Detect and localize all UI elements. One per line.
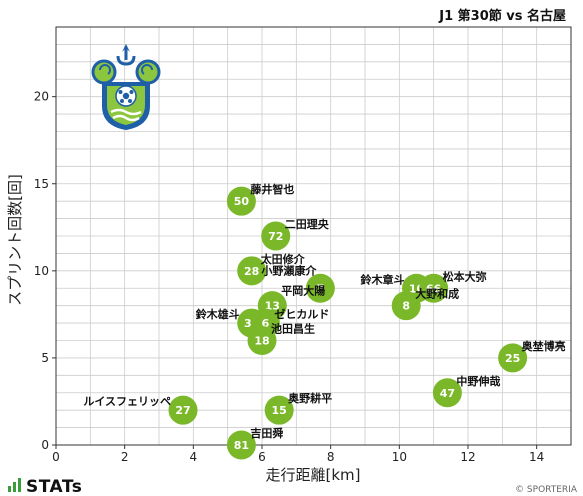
x-tick-label: 10 bbox=[392, 450, 407, 464]
stats-logo-bar-3 bbox=[18, 478, 21, 492]
data-point-player-name: 奥野耕平 bbox=[287, 391, 332, 405]
match-title: J1 第30節 vs 名古屋 bbox=[438, 8, 566, 24]
data-point-number: 81 bbox=[234, 439, 249, 452]
x-tick-label: 8 bbox=[327, 450, 335, 464]
data-point-player-name: ルイスフェリッペ bbox=[83, 395, 171, 408]
x-tick-label: 6 bbox=[258, 450, 266, 464]
grid bbox=[56, 27, 571, 445]
stats-logo-text: STATs bbox=[26, 477, 82, 496]
y-tick-label: 20 bbox=[34, 90, 49, 104]
data-point-player-name: 奥埜博亮 bbox=[521, 339, 566, 353]
y-axis-label: スプリント回数[回] bbox=[6, 174, 24, 306]
data-point-player-name: 小野瀬康介 bbox=[260, 263, 317, 277]
x-tick-label: 2 bbox=[121, 450, 129, 464]
data-point-player-name: ゼヒカルド bbox=[274, 307, 329, 321]
data-point-player-name: 太田修介 bbox=[260, 252, 306, 266]
stats-logo-bar-1 bbox=[8, 486, 11, 492]
data-point-marker bbox=[419, 273, 449, 303]
data-point-player-name: 池田昌生 bbox=[271, 322, 315, 336]
y-tick-label: 5 bbox=[41, 351, 49, 365]
team-crest-logo bbox=[91, 44, 161, 130]
data-point-marker bbox=[247, 326, 277, 355]
data-point-marker bbox=[226, 186, 256, 216]
data-point-marker bbox=[264, 395, 294, 425]
data-point-marker bbox=[432, 378, 462, 408]
data-point-marker bbox=[168, 395, 198, 425]
data-point-marker bbox=[498, 343, 528, 373]
data-point-number: 27 bbox=[175, 404, 190, 417]
data-point-marker bbox=[261, 221, 291, 251]
data-point-player-name: 中野伸哉 bbox=[456, 374, 500, 388]
stats-logo: STATs bbox=[8, 477, 82, 496]
data-point-number: 8 bbox=[402, 300, 410, 313]
x-axis-label: 走行距離[km] bbox=[265, 466, 360, 484]
data-point-number: 50 bbox=[234, 195, 250, 208]
data-point-player-name: 吉田舜 bbox=[250, 426, 283, 440]
data-point-number: 7 bbox=[317, 282, 325, 295]
axis-ticks: 0 2 4 6 8 10 12 14 0 5 10 15 20 bbox=[34, 90, 545, 464]
data-point-number: 28 bbox=[244, 265, 259, 278]
data-point-player-name: 鈴木章斗 bbox=[361, 272, 405, 286]
data-point-number: 15 bbox=[272, 404, 287, 417]
stats-logo-bar-2 bbox=[13, 482, 16, 492]
data-point-player-name: 鈴木雄斗 bbox=[196, 307, 240, 321]
data-point-player-name: 松本大弥 bbox=[443, 269, 487, 283]
data-point: 27 ルイスフェリッペ bbox=[83, 395, 198, 425]
y-tick-label: 15 bbox=[34, 177, 49, 191]
x-tick-label: 12 bbox=[460, 450, 475, 464]
data-point-marker bbox=[391, 291, 421, 321]
data-point-number: 25 bbox=[505, 352, 520, 365]
y-tick-label: 10 bbox=[34, 264, 49, 278]
data-point-marker bbox=[305, 273, 335, 303]
credit-text: © SPORTERIA bbox=[515, 485, 578, 495]
data-point-number: 66 bbox=[426, 282, 442, 295]
x-tick-label: 4 bbox=[190, 450, 198, 464]
data-point-marker bbox=[226, 430, 256, 460]
data-point-number: 18 bbox=[254, 335, 269, 348]
y-tick-label: 0 bbox=[41, 438, 49, 452]
data-point-number: 72 bbox=[268, 230, 283, 243]
data-point-player-name: 大野和成 bbox=[415, 287, 459, 301]
x-tick-label: 0 bbox=[52, 450, 60, 464]
data-point-number: 47 bbox=[440, 387, 455, 400]
plot-frame bbox=[55, 26, 572, 446]
x-tick-label: 14 bbox=[529, 450, 544, 464]
data-point-player-name: 平岡大陽 bbox=[281, 284, 325, 298]
data-points: 50藤井智也72二田理央28太田修介7小野瀬康介13平岡大陽37鈴木雄斗6ゼヒカ… bbox=[83, 182, 566, 460]
data-point-number: 6 bbox=[262, 317, 270, 330]
data-point: 8 大野和成 bbox=[391, 287, 459, 321]
data-point-player-name: 二田理央 bbox=[285, 217, 330, 231]
data-point-marker bbox=[237, 256, 267, 286]
data-point-player-name: 藤井智也 bbox=[250, 182, 294, 196]
